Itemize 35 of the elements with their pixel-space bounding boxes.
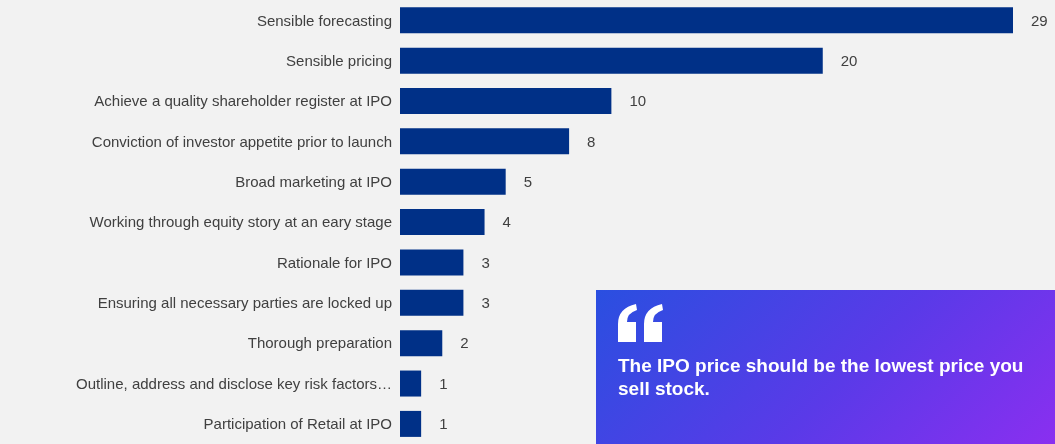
y-tick-label: Thorough preparation <box>247 334 392 352</box>
bar <box>400 289 464 316</box>
y-tick-label: Achieve a quality shareholder register at IPO <box>94 92 392 110</box>
data-label: 3 <box>481 294 490 312</box>
y-tick-label: Rationale for IPO <box>276 253 392 271</box>
data-label: 4 <box>502 213 511 231</box>
y-tick-label: Sensible forecasting <box>256 11 392 29</box>
bar <box>400 7 1013 34</box>
bar <box>400 47 823 74</box>
data-label: 5 <box>523 173 533 191</box>
data-label: 29 <box>1031 11 1048 29</box>
bar <box>400 330 443 357</box>
data-label: 3 <box>481 253 490 271</box>
quote-card: The IPO price should be the lowest price you sell stock. <box>596 290 1055 444</box>
y-tick-label: Conviction of investor appetite prior to launch <box>91 132 392 150</box>
bar <box>400 370 422 397</box>
data-label: 2 <box>460 334 469 352</box>
y-tick-label: Outline, address and disclose key risk factors… <box>76 374 392 392</box>
data-label: 20 <box>840 51 858 69</box>
data-label: 1 <box>439 374 448 392</box>
data-label: 10 <box>629 92 647 110</box>
bar <box>400 249 464 276</box>
data-label: 1 <box>439 415 448 433</box>
y-tick-label: Participation of Retail at IPO <box>203 415 392 433</box>
data-label: 8 <box>587 132 596 150</box>
bar <box>400 209 485 236</box>
y-tick-label: Ensuring all necessary parties are locked up <box>97 294 392 312</box>
y-tick-label: Sensible pricing <box>286 51 392 69</box>
bar <box>400 128 570 155</box>
y-tick-label: Working through equity story at an eary stage <box>89 213 392 231</box>
annotation: The IPO price should be the lowest price you sell stock. <box>618 354 1025 400</box>
bar <box>400 410 422 437</box>
y-tick-label: Broad marketing at IPO <box>235 172 392 190</box>
bar <box>400 87 612 114</box>
bar <box>400 168 506 195</box>
